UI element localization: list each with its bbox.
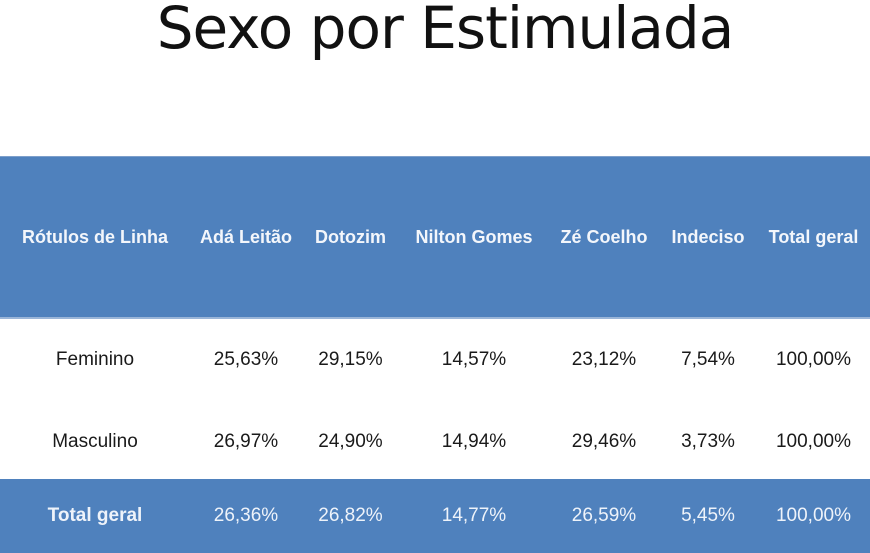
table-cell: 26,59% — [571, 505, 637, 526]
column-header-dotozim[interactable]: Dotozim — [315, 226, 386, 247]
table-row-feminino: Feminino 25,63% 29,15% 14,57% 23,12% 7,5… — [0, 319, 870, 401]
table-cell: 29,46% — [571, 431, 637, 452]
column-header-ze-coelho[interactable]: Zé Coelho — [560, 226, 648, 247]
table-row-masculino: Masculino 26,97% 24,90% 14,94% 29,46% 3,… — [0, 401, 870, 483]
table-cell: 29,15% — [318, 349, 383, 370]
table-cell: 24,90% — [318, 431, 383, 452]
table-cell: 5,45% — [681, 505, 735, 526]
table-cell: 100,00% — [775, 505, 851, 526]
table-cell: 23,12% — [571, 349, 637, 370]
column-header-ada-leitao[interactable]: Adá Leitão — [199, 226, 292, 247]
table-cell: 26,36% — [213, 505, 279, 526]
table-cell: 3,73% — [681, 431, 735, 452]
column-header-total-geral[interactable]: Total geral — [768, 226, 859, 247]
table-cell: 25,63% — [213, 349, 279, 370]
pivot-table: Rótulos de Linha Adá Leitão Dotozim Nilt… — [0, 156, 870, 553]
row-label: Masculino — [52, 431, 138, 452]
table-cell: 100,00% — [775, 431, 851, 452]
column-header-nilton-gomes[interactable]: Nilton Gomes — [415, 226, 533, 247]
table-cell: 14,94% — [441, 431, 507, 452]
column-header-row-labels[interactable]: Rótulos de Linha — [22, 226, 168, 247]
page-title: Sexo por Estimulada — [156, 0, 735, 62]
table-cell: 100,00% — [775, 349, 851, 370]
table-cell: 26,97% — [213, 431, 279, 452]
row-label: Feminino — [55, 349, 135, 370]
table-cell: 14,77% — [441, 505, 507, 526]
table-cell: 26,82% — [318, 505, 383, 526]
table-header-row: Rótulos de Linha Adá Leitão Dotozim Nilt… — [0, 156, 870, 319]
row-label: Total geral — [47, 505, 143, 526]
table-cell: 7,54% — [681, 349, 735, 370]
table-cell: 14,57% — [441, 349, 507, 370]
table-total-row: Total geral 26,36% 26,82% 14,77% 26,59% … — [0, 479, 870, 553]
column-header-indeciso[interactable]: Indeciso — [671, 226, 745, 247]
